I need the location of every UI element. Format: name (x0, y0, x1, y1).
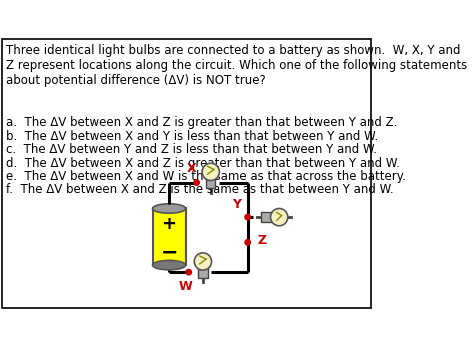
Bar (198, 267, 208, 278)
Bar (153, 209, 186, 265)
Text: X: X (187, 162, 197, 175)
Text: b.  The ΔV between X and Y is less than that between Y and W.: b. The ΔV between X and Y is less than t… (6, 130, 378, 143)
Text: +: + (162, 215, 177, 233)
Text: a.  The ΔV between X and Z is greater than that between Y and Z.: a. The ΔV between X and Z is greater tha… (6, 117, 398, 129)
Text: d.  The ΔV between X and Z is greater than that between Y and W.: d. The ΔV between X and Z is greater tha… (6, 156, 400, 170)
Circle shape (245, 214, 250, 220)
Text: e.  The ΔV between X and W is the same as that across the battery.: e. The ΔV between X and W is the same as… (6, 170, 406, 183)
Text: c.  The ΔV between Y and Z is less than that between Y and W.: c. The ΔV between Y and Z is less than t… (6, 143, 377, 156)
Circle shape (271, 209, 288, 226)
Bar (206, 177, 216, 188)
Circle shape (194, 253, 211, 270)
Circle shape (245, 239, 250, 245)
Bar (261, 212, 272, 222)
Text: f.  The ΔV between X and Z is the same as that between Y and W.: f. The ΔV between X and Z is the same as… (6, 183, 394, 196)
Circle shape (194, 180, 200, 185)
Ellipse shape (153, 260, 186, 270)
Text: Z: Z (257, 234, 266, 247)
Ellipse shape (153, 204, 186, 213)
Text: Y: Y (232, 198, 241, 211)
Circle shape (186, 269, 191, 275)
Text: Three identical light bulbs are connected to a battery as shown.  W, X, Y and
Z : Three identical light bulbs are connecte… (6, 44, 467, 87)
Text: −: − (160, 243, 178, 263)
Circle shape (202, 163, 219, 180)
Text: W: W (179, 280, 192, 293)
